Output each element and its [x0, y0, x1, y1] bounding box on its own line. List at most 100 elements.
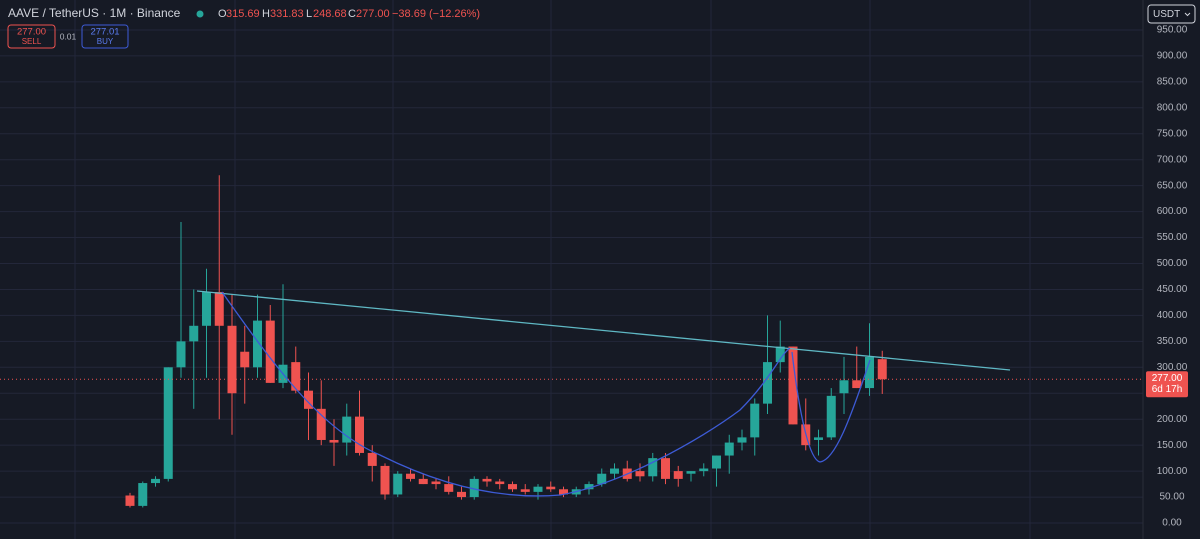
trade-buttons: 277.00 SELL 0.01 277.01 BUY: [7, 24, 129, 49]
candle-body: [329, 439, 339, 443]
y-tick-label: 800.00: [1157, 102, 1188, 113]
candle-body: [342, 416, 352, 443]
candle-body: [316, 408, 326, 440]
candle-body: [214, 292, 224, 326]
candle-body: [495, 481, 505, 485]
dropdown-arrow: [1184, 12, 1191, 17]
symbol: AAVE / TetherUS · 1M · Binance: [8, 6, 181, 20]
status-dot: [196, 10, 204, 18]
candle-body: [635, 471, 645, 477]
buy-price: 277.01: [90, 27, 119, 38]
y-tick-label: 0.00: [1162, 518, 1182, 529]
header: AAVE / TetherUS · 1M · Binance O 315.69 …: [8, 6, 480, 20]
candle-body: [418, 478, 428, 485]
candle-body: [865, 356, 874, 389]
y-tick-label: 150.00: [1157, 440, 1188, 451]
candle-body: [724, 442, 734, 456]
candle-body: [393, 473, 403, 495]
candle-body: [877, 359, 887, 380]
y-tick-label: 100.00: [1157, 466, 1188, 477]
candle-body: [661, 458, 670, 479]
y-tick-label: 700.00: [1157, 154, 1188, 165]
candle-body: [406, 473, 415, 479]
y-tick-label: 200.00: [1157, 414, 1188, 425]
y-tick-label: 850.00: [1157, 76, 1188, 87]
y-tick-label: 750.00: [1157, 128, 1188, 139]
vertical-grid: [74, 0, 1031, 539]
candle-body: [240, 351, 250, 368]
candle-body: [304, 390, 313, 409]
candle-body: [291, 362, 301, 391]
cup-curve: [221, 291, 791, 497]
candle-body: [125, 495, 135, 506]
candle-body: [533, 486, 543, 492]
y-tick-label: 300.00: [1157, 362, 1188, 373]
candle-body: [253, 320, 262, 368]
handle-curve: [791, 351, 871, 463]
open-label: O: [218, 8, 227, 20]
candle-body: [775, 346, 785, 363]
candle-body: [648, 458, 658, 477]
candles: [125, 175, 887, 508]
candle-body: [176, 341, 186, 368]
candle-body: [265, 320, 275, 383]
sell-label: SELL: [22, 37, 42, 46]
currency-select[interactable]: USDT: [1147, 4, 1196, 24]
candle-body: [444, 484, 454, 492]
candle-body: [686, 471, 696, 474]
y-tick-label: 450.00: [1157, 284, 1188, 295]
currency-label: USDT: [1153, 9, 1180, 20]
low-value: 248.68: [313, 8, 347, 20]
candle-body: [763, 362, 772, 404]
candle-body: [469, 478, 479, 498]
spread: 0.01: [60, 31, 77, 41]
buy-button[interactable]: [81, 24, 129, 49]
y-tick-label: 950.00: [1157, 25, 1188, 36]
candle-body: [431, 481, 441, 485]
y-tick-label: 550.00: [1157, 232, 1188, 243]
last-price-box: [1146, 371, 1188, 398]
candle-body: [584, 484, 594, 490]
candle-body: [482, 478, 492, 482]
candle-body: [559, 489, 568, 495]
y-tick-label: 50.00: [1159, 492, 1184, 503]
candle-body: [163, 367, 173, 479]
candle-body: [826, 395, 836, 438]
candle-body: [520, 489, 530, 492]
sell-price: 277.00: [17, 27, 46, 38]
price-axis: [1143, 0, 1200, 539]
y-tick-label: 650.00: [1157, 180, 1188, 191]
candle-body: [712, 455, 721, 469]
candle-body: [508, 484, 517, 490]
candle-body: [202, 292, 211, 326]
horizontal-grid: [0, 29, 1143, 524]
last-price-label: 277.00: [1152, 373, 1183, 384]
buy-label: BUY: [97, 37, 114, 46]
candle-body: [597, 473, 607, 485]
currency-box[interactable]: [1147, 4, 1196, 24]
y-tick-label: 350.00: [1157, 336, 1188, 347]
candle-body: [355, 416, 364, 453]
high-value: 331.83: [270, 8, 304, 20]
low-label: L: [306, 8, 312, 20]
candle-body: [151, 478, 160, 484]
candle-body: [546, 486, 556, 490]
candle-body: [189, 325, 199, 342]
candle-body: [839, 380, 849, 394]
candle-body: [699, 468, 709, 472]
candle-body: [852, 380, 862, 389]
countdown: 6d 17h: [1152, 384, 1183, 395]
candle-body: [138, 483, 148, 506]
y-tick-label: 900.00: [1157, 51, 1188, 62]
close-value: 277.00: [356, 8, 390, 20]
candle-body: [610, 468, 619, 474]
change: −38.69 (−12.26%): [392, 8, 480, 20]
y-tick-label: 600.00: [1157, 206, 1188, 217]
candle-body: [380, 465, 390, 495]
close-label: C: [348, 8, 356, 20]
sell-button[interactable]: [7, 24, 56, 49]
candle-body: [814, 437, 823, 440]
